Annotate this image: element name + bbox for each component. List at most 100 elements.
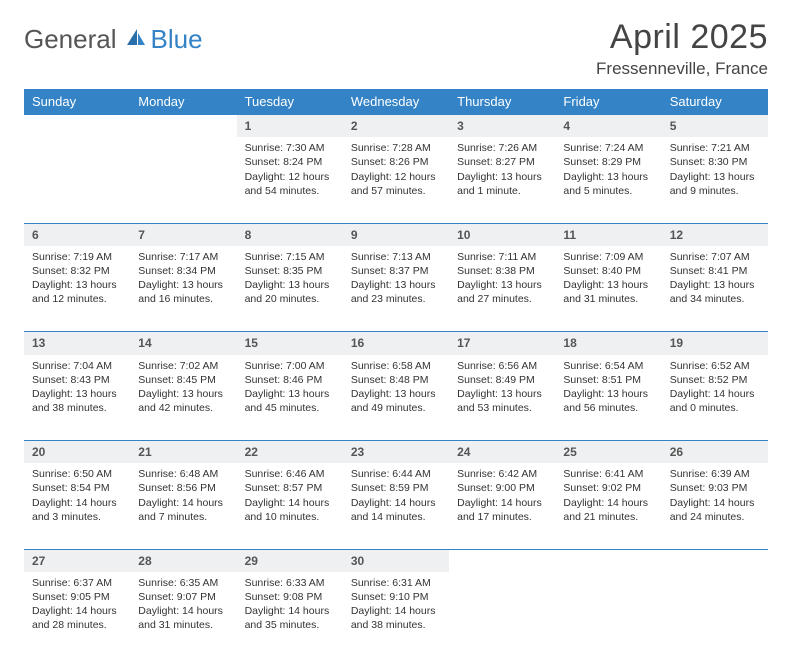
daylight-text: Daylight: 13 hours: [563, 387, 653, 401]
daylight-text: Daylight: 14 hours: [457, 496, 547, 510]
day-cell: Sunrise: 6:37 AMSunset: 9:05 PMDaylight:…: [24, 572, 130, 658]
sunset-text: Sunset: 8:40 PM: [563, 264, 653, 278]
daylight-text: and 42 minutes.: [138, 401, 228, 415]
day-number: 14: [130, 332, 236, 355]
daylight-text: Daylight: 13 hours: [670, 278, 760, 292]
sunrise-text: Sunrise: 6:35 AM: [138, 576, 228, 590]
daylight-text: and 49 minutes.: [351, 401, 441, 415]
day-cell: Sunrise: 7:02 AMSunset: 8:45 PMDaylight:…: [130, 355, 236, 441]
day-cell: Sunrise: 6:39 AMSunset: 9:03 PMDaylight:…: [662, 463, 768, 549]
sunset-text: Sunset: 8:56 PM: [138, 481, 228, 495]
daylight-text: Daylight: 13 hours: [563, 170, 653, 184]
daylight-text: Daylight: 14 hours: [245, 496, 335, 510]
daylight-text: and 23 minutes.: [351, 292, 441, 306]
empty-cell: [130, 137, 236, 223]
daylight-text: and 5 minutes.: [563, 184, 653, 198]
sunset-text: Sunset: 8:43 PM: [32, 373, 122, 387]
day-cell: Sunrise: 6:35 AMSunset: 9:07 PMDaylight:…: [130, 572, 236, 658]
sunset-text: Sunset: 9:02 PM: [563, 481, 653, 495]
sunrise-text: Sunrise: 6:31 AM: [351, 576, 441, 590]
day-number: 3: [449, 115, 555, 138]
day-number: 9: [343, 223, 449, 246]
empty-cell: [449, 549, 555, 572]
day-number: 10: [449, 223, 555, 246]
sunset-text: Sunset: 8:32 PM: [32, 264, 122, 278]
sunset-text: Sunset: 8:48 PM: [351, 373, 441, 387]
daylight-text: and 38 minutes.: [351, 618, 441, 632]
day-cell: Sunrise: 7:07 AMSunset: 8:41 PMDaylight:…: [662, 246, 768, 332]
daylight-text: Daylight: 14 hours: [138, 604, 228, 618]
sunrise-text: Sunrise: 7:11 AM: [457, 250, 547, 264]
weekday-header-row: SundayMondayTuesdayWednesdayThursdayFrid…: [24, 89, 768, 115]
sunrise-text: Sunrise: 7:19 AM: [32, 250, 122, 264]
sunrise-text: Sunrise: 6:46 AM: [245, 467, 335, 481]
daylight-text: and 31 minutes.: [563, 292, 653, 306]
day-cell: Sunrise: 6:58 AMSunset: 8:48 PMDaylight:…: [343, 355, 449, 441]
weekday-header: Sunday: [24, 89, 130, 115]
sunrise-text: Sunrise: 7:28 AM: [351, 141, 441, 155]
daylight-text: and 17 minutes.: [457, 510, 547, 524]
daylight-text: and 38 minutes.: [32, 401, 122, 415]
day-content-row: Sunrise: 7:04 AMSunset: 8:43 PMDaylight:…: [24, 355, 768, 441]
day-cell: Sunrise: 6:56 AMSunset: 8:49 PMDaylight:…: [449, 355, 555, 441]
empty-cell: [24, 137, 130, 223]
empty-cell: [662, 549, 768, 572]
daylight-text: Daylight: 14 hours: [138, 496, 228, 510]
sunset-text: Sunset: 9:07 PM: [138, 590, 228, 604]
daylight-text: Daylight: 14 hours: [245, 604, 335, 618]
day-number: 26: [662, 441, 768, 464]
day-number: 18: [555, 332, 661, 355]
weekday-header: Wednesday: [343, 89, 449, 115]
day-cell: Sunrise: 7:09 AMSunset: 8:40 PMDaylight:…: [555, 246, 661, 332]
sunset-text: Sunset: 9:05 PM: [32, 590, 122, 604]
daylight-text: Daylight: 12 hours: [245, 170, 335, 184]
daylight-text: and 34 minutes.: [670, 292, 760, 306]
daylight-text: and 45 minutes.: [245, 401, 335, 415]
day-number-row: 12345: [24, 115, 768, 138]
empty-cell: [555, 572, 661, 658]
daylight-text: Daylight: 13 hours: [351, 278, 441, 292]
sunrise-text: Sunrise: 6:44 AM: [351, 467, 441, 481]
day-number: 13: [24, 332, 130, 355]
daylight-text: and 20 minutes.: [245, 292, 335, 306]
day-cell: Sunrise: 7:17 AMSunset: 8:34 PMDaylight:…: [130, 246, 236, 332]
day-cell: Sunrise: 7:30 AMSunset: 8:24 PMDaylight:…: [237, 137, 343, 223]
sunset-text: Sunset: 8:59 PM: [351, 481, 441, 495]
daylight-text: and 56 minutes.: [563, 401, 653, 415]
daylight-text: Daylight: 13 hours: [457, 170, 547, 184]
day-cell: Sunrise: 6:48 AMSunset: 8:56 PMDaylight:…: [130, 463, 236, 549]
location: Fressenneville, France: [596, 59, 768, 79]
sunrise-text: Sunrise: 6:52 AM: [670, 359, 760, 373]
sunrise-text: Sunrise: 7:15 AM: [245, 250, 335, 264]
daylight-text: and 14 minutes.: [351, 510, 441, 524]
sunrise-text: Sunrise: 6:33 AM: [245, 576, 335, 590]
weekday-header: Friday: [555, 89, 661, 115]
day-number: 27: [24, 549, 130, 572]
sunrise-text: Sunrise: 7:26 AM: [457, 141, 547, 155]
sunset-text: Sunset: 8:54 PM: [32, 481, 122, 495]
day-number-row: 13141516171819: [24, 332, 768, 355]
sunrise-text: Sunrise: 7:24 AM: [563, 141, 653, 155]
daylight-text: and 24 minutes.: [670, 510, 760, 524]
daylight-text: Daylight: 13 hours: [457, 387, 547, 401]
daylight-text: and 10 minutes.: [245, 510, 335, 524]
daylight-text: and 1 minute.: [457, 184, 547, 198]
day-cell: Sunrise: 7:13 AMSunset: 8:37 PMDaylight:…: [343, 246, 449, 332]
daylight-text: Daylight: 14 hours: [670, 387, 760, 401]
sunrise-text: Sunrise: 7:09 AM: [563, 250, 653, 264]
day-content-row: Sunrise: 6:50 AMSunset: 8:54 PMDaylight:…: [24, 463, 768, 549]
day-number: 25: [555, 441, 661, 464]
empty-cell: [449, 572, 555, 658]
daylight-text: Daylight: 13 hours: [670, 170, 760, 184]
day-cell: Sunrise: 7:21 AMSunset: 8:30 PMDaylight:…: [662, 137, 768, 223]
daylight-text: Daylight: 14 hours: [32, 604, 122, 618]
sunset-text: Sunset: 8:27 PM: [457, 155, 547, 169]
daylight-text: and 9 minutes.: [670, 184, 760, 198]
day-number: 12: [662, 223, 768, 246]
logo-text-blue: Blue: [151, 24, 203, 55]
daylight-text: Daylight: 14 hours: [32, 496, 122, 510]
daylight-text: Daylight: 13 hours: [457, 278, 547, 292]
weekday-header: Saturday: [662, 89, 768, 115]
daylight-text: Daylight: 14 hours: [563, 496, 653, 510]
day-cell: Sunrise: 7:00 AMSunset: 8:46 PMDaylight:…: [237, 355, 343, 441]
